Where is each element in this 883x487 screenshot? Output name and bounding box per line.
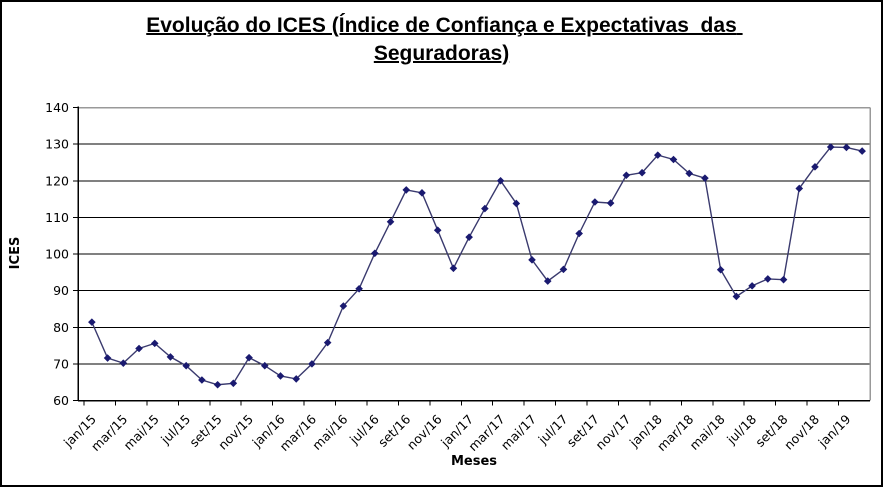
x-tick-label: mai/18 xyxy=(686,411,727,452)
data-point-marker xyxy=(638,168,646,177)
x-tick-label: nov/17 xyxy=(592,412,633,453)
data-point-marker xyxy=(575,229,583,238)
data-point-marker xyxy=(842,143,851,152)
data-point-marker xyxy=(276,372,285,380)
data-point-marker xyxy=(606,199,615,207)
data-point-marker xyxy=(716,265,725,274)
x-tick-label: jan/19 xyxy=(815,411,854,450)
data-point-marker xyxy=(166,353,175,361)
data-point-marker xyxy=(260,361,269,370)
data-point-marker xyxy=(355,284,363,293)
data-point-marker xyxy=(229,379,238,388)
data-point-marker xyxy=(245,353,253,362)
x-axis-title: Meses xyxy=(450,454,498,469)
x-tick-label: nov/16 xyxy=(404,411,445,452)
data-point-marker xyxy=(701,174,709,182)
data-point-marker xyxy=(292,375,301,383)
data-point-marker xyxy=(685,169,694,178)
data-point-marker xyxy=(779,275,788,284)
y-tick-label: 110 xyxy=(45,210,69,225)
data-point-marker xyxy=(103,354,112,362)
data-point-marker xyxy=(150,339,159,348)
data-point-marker xyxy=(496,176,505,185)
data-point-marker xyxy=(543,277,552,285)
x-tick-label: jul/15 xyxy=(157,412,193,448)
x-tick-label: mai/16 xyxy=(309,411,350,452)
data-point-marker xyxy=(653,151,662,159)
data-point-marker xyxy=(213,380,222,389)
y-tick-label: 90 xyxy=(53,283,69,298)
x-tick-label: mai/17 xyxy=(498,412,539,453)
y-tick-label: 140 xyxy=(45,100,69,115)
data-point-marker xyxy=(512,199,521,208)
data-point-marker xyxy=(528,256,536,264)
data-point-marker xyxy=(858,147,866,155)
data-point-marker xyxy=(182,361,190,370)
data-point-marker xyxy=(339,302,348,310)
data-point-marker xyxy=(764,275,772,283)
data-point-marker xyxy=(811,163,819,171)
data-point-marker xyxy=(449,264,458,273)
data-point-marker xyxy=(622,171,631,180)
data-point-marker xyxy=(591,198,599,206)
data-point-marker xyxy=(433,226,442,234)
data-point-marker xyxy=(795,184,804,193)
x-tick-label: mai/15 xyxy=(121,412,162,453)
y-tick-label: 120 xyxy=(45,173,69,188)
x-tick-label: jul/17 xyxy=(535,412,571,448)
data-point-marker xyxy=(371,249,379,258)
y-tick-label: 130 xyxy=(45,137,69,152)
y-tick-label: 70 xyxy=(53,356,69,371)
data-point-marker xyxy=(748,282,756,290)
data-point-marker xyxy=(559,265,568,274)
data-point-marker xyxy=(88,318,96,326)
data-point-marker xyxy=(308,360,316,368)
chart-title: Evolução do ICES (Índice de Confiança e … xyxy=(146,14,743,65)
data-point-marker xyxy=(402,186,411,194)
data-point-marker xyxy=(198,376,206,384)
data-point-marker xyxy=(465,233,473,241)
data-point-marker xyxy=(119,359,128,367)
ices-series-line xyxy=(91,146,863,386)
x-tick-label: nov/15 xyxy=(215,412,256,453)
y-tick-label: 100 xyxy=(45,247,69,262)
data-point-marker xyxy=(826,143,835,151)
data-point-marker xyxy=(732,292,741,301)
data-point-marker xyxy=(418,189,426,197)
data-point-marker xyxy=(669,155,678,164)
y-tick-label: 60 xyxy=(53,393,69,408)
data-point-marker xyxy=(323,338,332,347)
y-tick-label: 80 xyxy=(53,320,69,335)
x-tick-label: nov/18 xyxy=(781,411,822,452)
data-point-marker xyxy=(135,344,143,353)
data-point-marker xyxy=(386,217,395,226)
data-point-marker xyxy=(481,204,489,213)
